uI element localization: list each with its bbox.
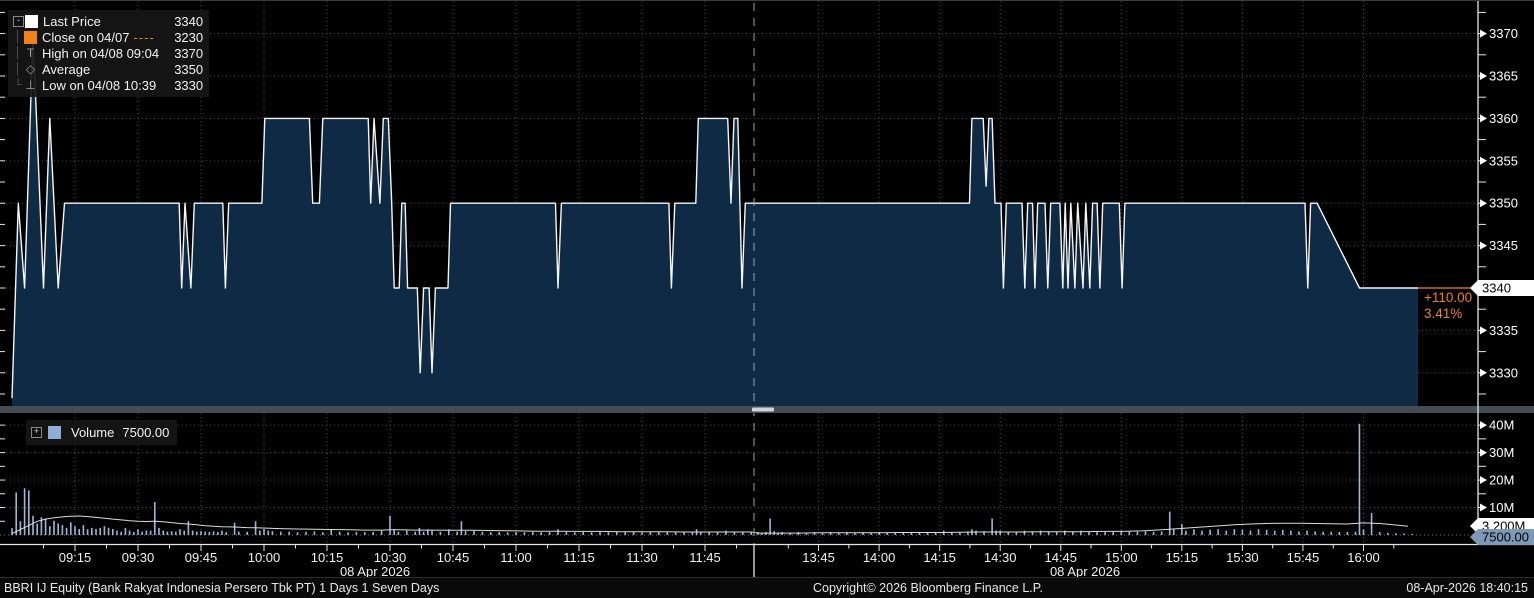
price-tick-label[interactable]: 3365 (1489, 69, 1518, 84)
tick-arrow-icon (1480, 114, 1487, 123)
low-marker-icon: ⊥ (25, 77, 36, 92)
timestamp: 08-Apr-2026 18:40:15 (1406, 581, 1528, 595)
time-tick-label[interactable]: 13:45 (802, 550, 835, 565)
legend-value: 3370 (174, 45, 204, 61)
date-label: 08 Apr 2026 (1050, 564, 1120, 579)
time-tick-label[interactable]: 11:45 (689, 550, 721, 565)
tick-arrow-icon (1480, 476, 1487, 485)
price-tick-label[interactable]: 3330 (1489, 365, 1518, 380)
price-tick-label[interactable]: 3355 (1489, 153, 1518, 168)
legend-row-high: │ T High on 04/08 09:04 3370 (12, 45, 204, 61)
expand-icon[interactable]: + (31, 426, 42, 438)
tick-arrow-icon (1480, 448, 1487, 457)
time-tick-label[interactable]: 15:30 (1226, 550, 1259, 565)
price-legend: - Last Price 3340 │ Close on 04/07 ---- … (8, 10, 210, 97)
legend-label: Close on 04/07 (42, 29, 130, 45)
x-axis-ticks-labels: 09:15 09:30 09:45 10:00 10:15 10:30 10:45 11:00… (43, 545, 1395, 579)
price-volume-chart: 09:15 09:30 09:45 10:00 10:15 10:30 10:45 11:00… (0, 1, 1534, 579)
tick-arrow-icon (1480, 29, 1487, 38)
legend-tree-line: └ (14, 79, 22, 91)
panel-divider-handle[interactable] (752, 407, 774, 412)
last-price-tag (1470, 280, 1534, 296)
last-price-swatch-icon (25, 14, 38, 28)
volume-legend-value: 7500.00 (122, 424, 170, 440)
legend-value: 3350 (174, 61, 204, 77)
volume-axis-labels: 10M 20M 30M 40M (0, 418, 1514, 522)
volume-legend-label: Volume (71, 424, 115, 440)
volume-tick-label[interactable]: 40M (1489, 418, 1514, 433)
legend-label: Last Price (43, 13, 101, 29)
price-tick-label[interactable]: 3345 (1489, 238, 1518, 253)
time-tick-label[interactable]: 09:15 (59, 550, 92, 565)
time-tick-label[interactable]: 10:30 (374, 550, 407, 565)
net-change-label: +110.00 (1424, 290, 1472, 305)
tick-arrow-icon (1480, 326, 1487, 335)
time-tick-label[interactable]: 15:15 (1166, 550, 1199, 565)
volume-tick-label[interactable]: 10M (1489, 500, 1514, 515)
last-price-tag-text: 3340 (1482, 281, 1511, 296)
legend-row-last-price: - Last Price 3340 (12, 13, 203, 29)
tick-arrow-icon (1480, 241, 1487, 250)
time-tick-label[interactable]: 10:00 (248, 550, 281, 565)
status-bar: BBRI IJ Equity (Bank Rakyat Indonesia Pe… (0, 577, 1534, 598)
price-tick-label[interactable]: 3360 (1489, 111, 1518, 126)
volume-ma-line (11, 515, 1408, 535)
tick-arrow-icon (1480, 156, 1487, 165)
time-tick-label[interactable]: 15:00 (1105, 550, 1138, 565)
legend-value: 3230 (174, 29, 204, 45)
price-tick-label[interactable]: 3335 (1489, 323, 1518, 338)
date-label: 08 Apr 2026 (340, 564, 410, 579)
time-tick-label[interactable]: 14:30 (984, 550, 1017, 565)
time-tick-label[interactable]: 10:15 (311, 550, 344, 565)
time-tick-label[interactable]: 11:30 (626, 550, 658, 565)
time-tick-label[interactable]: 09:30 (122, 550, 155, 565)
time-tick-label[interactable]: 14:00 (863, 550, 896, 565)
time-tick-label[interactable]: 11:00 (500, 550, 532, 565)
time-tick-label[interactable]: 11:15 (563, 550, 595, 565)
high-marker-icon: T (26, 45, 35, 60)
legend-tree-line: │ (14, 63, 22, 75)
legend-row-average: │ ◇ Average 3350 (12, 61, 204, 77)
time-tick-label[interactable]: 16:00 (1347, 550, 1380, 565)
price-tick-label[interactable]: 3350 (1489, 196, 1518, 211)
time-tick-label[interactable]: 09:45 (185, 550, 218, 565)
copyright-text: Copyright© 2026 Bloomberg Finance L.P. (813, 581, 1043, 595)
time-tick-label[interactable]: 14:45 (1044, 550, 1077, 565)
time-tick-label[interactable]: 14:15 (923, 550, 956, 565)
dashed-line-sample: ---- (133, 29, 155, 45)
price-axis-labels: 3330 3335 3340 3345 3350 3355 3360 3365 3370 (0, 11, 1518, 395)
price-tick-label[interactable]: 3370 (1489, 26, 1518, 41)
collapse-icon[interactable]: - (13, 15, 24, 27)
volume-swatch-icon (48, 425, 61, 439)
legend-value: 3330 (174, 77, 204, 93)
legend-tree-line: │ (14, 31, 22, 43)
volume-bars (11, 423, 1413, 535)
legend-label: Low on 04/08 10:39 (42, 77, 157, 93)
tick-arrow-icon (1480, 199, 1487, 208)
pct-change-label: 3.41% (1424, 306, 1462, 321)
legend-label: Average (42, 61, 91, 77)
legend-tree-line: │ (14, 47, 22, 59)
legend-row-low: └ ⊥ Low on 04/08 10:39 3330 (12, 77, 203, 93)
security-description: BBRI IJ Equity (Bank Rakyat Indonesia Pe… (4, 581, 440, 595)
price-area-fill (12, 33, 1418, 406)
time-tick-label[interactable]: 15:45 (1287, 550, 1320, 565)
last-volume-tag-text: 7500.00 (1482, 530, 1529, 545)
legend-row-close: │ Close on 04/07 ---- 3230 (12, 29, 204, 45)
tick-arrow-icon (1480, 72, 1487, 80)
tick-arrow-icon (1480, 368, 1487, 377)
tick-arrow-icon (1480, 421, 1487, 430)
close-swatch-icon (24, 30, 37, 44)
time-tick-label[interactable]: 10:45 (437, 550, 470, 565)
legend-value: 3340 (174, 13, 204, 29)
legend-label: High on 04/08 09:04 (42, 45, 160, 61)
average-marker-icon: ◇ (25, 61, 36, 76)
last-volume-tag (1470, 529, 1534, 545)
price-line (11, 32, 1418, 399)
volume-tick-label[interactable]: 30M (1489, 445, 1514, 460)
volume-legend: + Volume 7500.00 (26, 420, 178, 445)
volume-tick-label[interactable]: 20M (1489, 473, 1514, 488)
tick-arrow-icon (1480, 503, 1487, 512)
